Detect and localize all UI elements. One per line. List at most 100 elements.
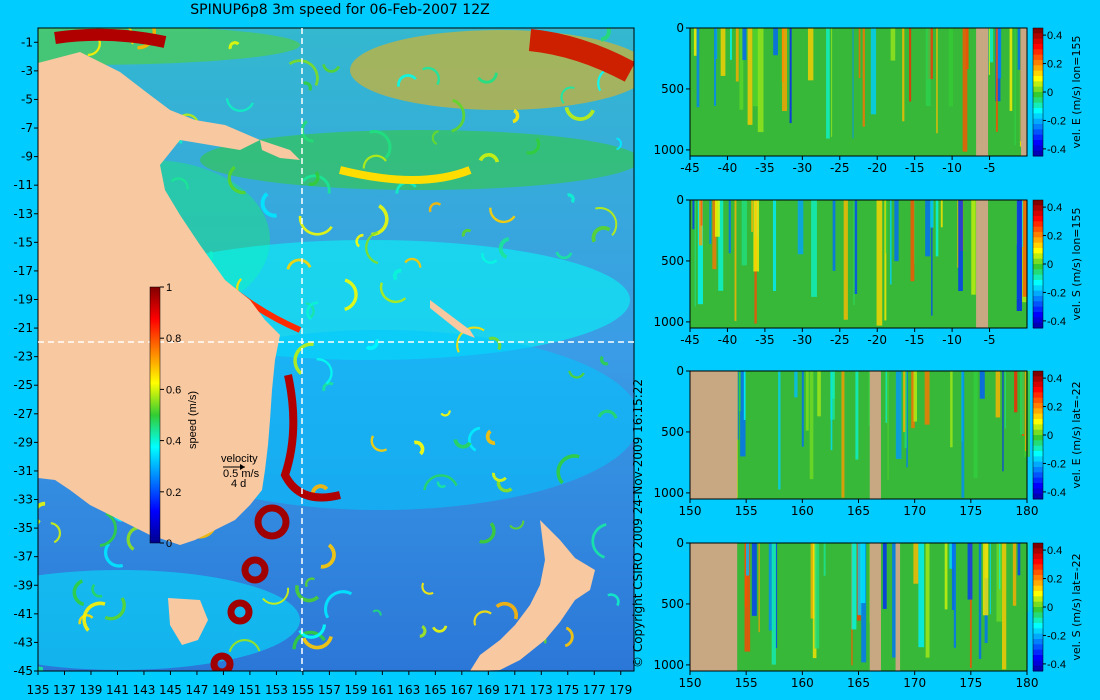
section-colorbar-band bbox=[1033, 649, 1043, 656]
eddy-swirl bbox=[320, 543, 336, 569]
section-x-tick-label: -15 bbox=[905, 161, 925, 175]
velocity-streak bbox=[949, 543, 955, 569]
map-x-tick-label: 167 bbox=[450, 683, 473, 697]
velocity-streak bbox=[979, 371, 985, 399]
section-panels: -45 -40 -35 -30 -25 -20 -15 -10 -5 0 500 1000 0.4 0.2… bbox=[653, 21, 1083, 690]
section-colorbar-band bbox=[1033, 403, 1043, 409]
section-panel: -45 -40 -35 -30 -25 -20 -15 -10 -5 0 500 1000 0.4 0.2… bbox=[653, 21, 1083, 175]
velocity-streak bbox=[751, 543, 757, 616]
velocity-streak bbox=[715, 28, 718, 59]
section-colorbar-band bbox=[1033, 628, 1043, 635]
section-colorbar-band bbox=[1033, 429, 1043, 436]
velocity-streak bbox=[696, 28, 700, 108]
velocity-streak bbox=[700, 200, 703, 226]
warm-core-eddy bbox=[210, 652, 234, 671]
map-x-tick-label: 177 bbox=[583, 683, 606, 697]
velocity-streak bbox=[692, 200, 695, 230]
map-x-tick-label: 135 bbox=[27, 683, 50, 697]
velocity-streak bbox=[853, 200, 855, 305]
section-colorbar-tick-label: -0.2 bbox=[1047, 630, 1066, 642]
eddy-swirl bbox=[170, 177, 189, 190]
section-x-tick-label: 170 bbox=[903, 504, 926, 518]
section-colorbar-band bbox=[1033, 200, 1043, 206]
velocity-streak bbox=[807, 28, 814, 81]
map-x-tick-label: 165 bbox=[424, 683, 447, 697]
section-colorbar-band bbox=[1033, 134, 1043, 141]
section-colorbar-tick-label: 0.2 bbox=[1047, 574, 1062, 586]
velocity-label: velocity bbox=[221, 453, 258, 465]
section-colorbar-tick-label: -0.4 bbox=[1047, 487, 1066, 499]
velocity-streak bbox=[910, 200, 915, 282]
velocity-streak bbox=[930, 200, 934, 228]
velocity-streak bbox=[758, 543, 760, 633]
section-y-tick-label: 1000 bbox=[653, 315, 684, 329]
colorbar-label: speed (m/s) bbox=[187, 391, 199, 449]
velocity-streak bbox=[1004, 371, 1006, 429]
section-x-tick-label: 155 bbox=[735, 504, 758, 518]
eddy-swirl bbox=[431, 130, 439, 146]
new-caledonia-land bbox=[430, 300, 475, 338]
velocity-streak bbox=[995, 28, 998, 132]
section-x-tick-label: 175 bbox=[959, 676, 982, 690]
section-colorbar-band bbox=[1033, 655, 1043, 661]
section-colorbar-band bbox=[1033, 97, 1043, 104]
map-x-tick-label: 157 bbox=[318, 683, 341, 697]
eddy-swirl bbox=[591, 226, 611, 243]
velocity-streak bbox=[709, 200, 712, 244]
section-x-tick-label: -35 bbox=[755, 333, 775, 347]
eddy-swirl bbox=[365, 338, 379, 351]
velocity-streak bbox=[752, 28, 759, 107]
section-colorbar-band bbox=[1033, 660, 1043, 667]
eddy-swirl bbox=[324, 590, 353, 619]
velocity-streak bbox=[911, 371, 915, 429]
section-colorbar-band bbox=[1033, 591, 1043, 597]
map-y-tick-label: -41 bbox=[13, 607, 33, 621]
eddy-swirl bbox=[477, 72, 498, 84]
section-colorbar-band bbox=[1033, 451, 1043, 457]
png-east-land bbox=[260, 140, 300, 160]
map-x-tick-label: 151 bbox=[238, 683, 261, 697]
section-x-tick-label: -20 bbox=[867, 333, 887, 347]
eddy-swirl bbox=[262, 587, 290, 605]
section-colorbar-label: vel. E (m/s) lat=-22 bbox=[1070, 381, 1083, 488]
section-colorbar-label: vel. E (m/s) lon=155 bbox=[1070, 36, 1083, 149]
eddy-swirl bbox=[82, 601, 106, 632]
velocity-streak bbox=[936, 28, 938, 134]
velocity-streak bbox=[843, 200, 848, 320]
velocity-streak bbox=[712, 200, 717, 270]
section-x-tick-label: -45 bbox=[680, 161, 700, 175]
section-colorbar-band bbox=[1033, 248, 1043, 254]
section-land bbox=[976, 200, 989, 328]
cape-york-land bbox=[120, 160, 155, 240]
section-colorbar-band bbox=[1033, 585, 1043, 592]
section-colorbar-band bbox=[1033, 312, 1043, 318]
section-colorbar-band bbox=[1033, 274, 1043, 281]
eddy-swirl bbox=[379, 282, 407, 304]
section-y-tick-label: 0 bbox=[676, 364, 684, 378]
velocity-streak bbox=[882, 543, 887, 609]
velocity-streak bbox=[903, 371, 906, 433]
current-band bbox=[200, 130, 634, 190]
eddy-swirl bbox=[260, 192, 277, 218]
eddy-swirl bbox=[461, 228, 472, 237]
velocity-streak bbox=[857, 543, 862, 616]
east-australian-current bbox=[280, 374, 341, 502]
velocity-streak bbox=[823, 543, 826, 576]
velocity-streak bbox=[797, 200, 804, 255]
eddy-swirl bbox=[286, 258, 312, 270]
section-colorbar-band bbox=[1033, 269, 1043, 276]
map-x-tick-label: 173 bbox=[530, 683, 553, 697]
map-y-tick-label: -13 bbox=[13, 207, 33, 221]
velocity-streak bbox=[885, 371, 888, 423]
eddy-swirl bbox=[316, 358, 333, 385]
section-colorbar-band bbox=[1033, 216, 1043, 222]
eddy-swirl bbox=[303, 81, 312, 92]
section-colorbar-band bbox=[1033, 33, 1043, 40]
velocity-streak bbox=[876, 200, 883, 326]
eddy-swirl bbox=[440, 410, 451, 417]
section-colorbar-band bbox=[1033, 108, 1043, 114]
map-x-tick-label: 147 bbox=[185, 683, 208, 697]
eddy-swirl bbox=[488, 336, 502, 351]
map-x-tick-label: 149 bbox=[212, 683, 235, 697]
eddy-swirl bbox=[509, 520, 525, 530]
